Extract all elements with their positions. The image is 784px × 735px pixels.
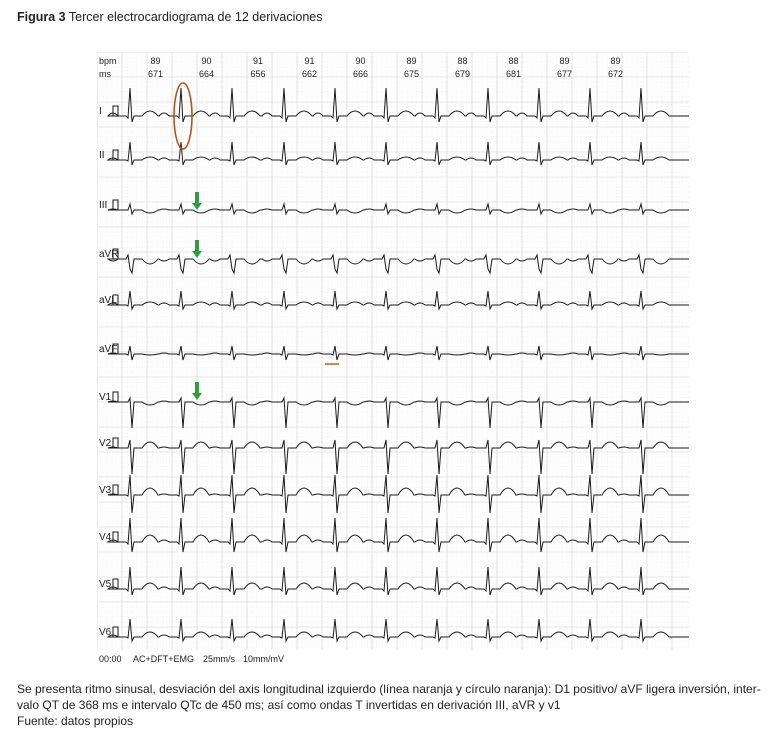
ecg-strip: bpm ms 89 671 90 664 91 656 91 662 90 666 89 675 88 6… bbox=[97, 52, 689, 664]
lead-label-avr: aVR bbox=[99, 249, 118, 260]
figure-label: Figura 3 bbox=[17, 10, 66, 24]
ecg-trace-i bbox=[106, 87, 689, 123]
annotations bbox=[173, 82, 339, 400]
ecg-trace-iii bbox=[107, 202, 689, 216]
ecg-trace-v6 bbox=[106, 618, 689, 643]
lead-label-v5: V5 bbox=[99, 579, 112, 590]
beat-bpm-value: 88 bbox=[457, 56, 467, 66]
lead-label-v3: V3 bbox=[99, 485, 112, 496]
beat-bpm-value: 89 bbox=[559, 56, 569, 66]
ecg-trace-v5 bbox=[106, 566, 689, 596]
calibration-pulse bbox=[111, 248, 121, 260]
ecg-svg: bpm ms 89 671 90 664 91 656 91 662 90 666 89 675 88 6… bbox=[97, 52, 689, 664]
caption-source: Fuente: datos propios bbox=[17, 714, 134, 728]
lead-label-v6: V6 bbox=[99, 627, 112, 638]
calibration-pulse bbox=[111, 343, 121, 355]
ecg-trace-v1 bbox=[107, 396, 689, 429]
lead-label-iii: III bbox=[99, 200, 107, 211]
ecg-header: bpm ms 89 671 90 664 91 656 91 662 90 666 89 675 88 6… bbox=[99, 56, 623, 79]
figure-title: Figura 3 Tercer electrocardiograma de 12… bbox=[17, 10, 322, 24]
green-arrow-icon bbox=[192, 382, 202, 400]
beat-bpm-value: 90 bbox=[355, 56, 365, 66]
lead-label-ii: II bbox=[99, 150, 105, 161]
beat-bpm-value: 91 bbox=[253, 56, 263, 66]
calibration-pulse bbox=[111, 626, 121, 638]
lead-label-v4: V4 bbox=[99, 532, 112, 543]
ecg-grid bbox=[97, 52, 689, 650]
beat-ms-value: 671 bbox=[148, 69, 163, 79]
beat-ms-value: 662 bbox=[302, 69, 317, 79]
beat-ms-value: 677 bbox=[557, 69, 572, 79]
beat-ms-value: 672 bbox=[608, 69, 623, 79]
beat-bpm-value: 90 bbox=[201, 56, 211, 66]
lead-label-i: I bbox=[99, 106, 102, 117]
caption-line-2: valo QT de 368 ms e intervalo QTc de 450… bbox=[17, 698, 561, 712]
calibration-pulse bbox=[111, 484, 121, 496]
beat-values: 89 671 90 664 91 656 91 662 90 666 89 675 88 679 88 681… bbox=[148, 56, 623, 79]
beat-ms-value: 664 bbox=[199, 69, 214, 79]
beat-bpm-value: 89 bbox=[406, 56, 416, 66]
footer-time: 00:00 bbox=[99, 654, 122, 664]
ms-label: ms bbox=[99, 69, 111, 79]
beat-ms-value: 656 bbox=[250, 69, 265, 79]
lead-label-v1: V1 bbox=[99, 392, 112, 403]
green-arrow-icon bbox=[192, 240, 202, 258]
ecg-trace-avr bbox=[106, 253, 689, 275]
green-arrow-icon bbox=[192, 192, 202, 210]
ecg-footer: 00:00 AC+DFT+EMG 25mm/s 10mm/mV bbox=[99, 654, 284, 664]
figure-caption: Se presenta ritmo sinusal, desviación de… bbox=[17, 681, 773, 729]
beat-ms-value: 675 bbox=[404, 69, 419, 79]
caption-line-1: Se presenta ritmo sinusal, desviación de… bbox=[17, 682, 761, 696]
orange-circle-annotation bbox=[173, 82, 193, 150]
beat-ms-value: 679 bbox=[455, 69, 470, 79]
ecg-trace-ii bbox=[106, 141, 689, 166]
bpm-label: bpm bbox=[99, 56, 117, 66]
calibration-pulse bbox=[111, 437, 121, 449]
calibration-pulse bbox=[111, 391, 121, 403]
footer-speed: 25mm/s bbox=[203, 654, 236, 664]
lead-label-avl: aVL bbox=[99, 295, 117, 306]
beat-ms-value: 666 bbox=[353, 69, 368, 79]
beat-bpm-value: 91 bbox=[304, 56, 314, 66]
lead-label-v2: V2 bbox=[99, 438, 112, 449]
beat-bpm-value: 89 bbox=[150, 56, 160, 66]
ecg-trace-v3 bbox=[107, 474, 689, 514]
calibration-pulse bbox=[111, 149, 121, 161]
calibration-pulse bbox=[111, 294, 121, 306]
beat-bpm-value: 88 bbox=[508, 56, 518, 66]
ecg-trace-v2 bbox=[107, 439, 689, 475]
calibration-pulse bbox=[111, 199, 121, 211]
calibration-pulse bbox=[111, 531, 121, 543]
lead-label-avf: aVF bbox=[99, 344, 117, 355]
ecg-trace-avl bbox=[106, 290, 689, 311]
beat-bpm-value: 89 bbox=[610, 56, 620, 66]
figure-title-text: Tercer electrocardiograma de 12 derivaci… bbox=[68, 10, 323, 24]
ecg-traces bbox=[106, 87, 689, 643]
footer-filters: AC+DFT+EMG bbox=[133, 654, 194, 664]
calibration-pulse bbox=[111, 105, 121, 117]
ecg-trace-avf bbox=[107, 345, 689, 361]
beat-ms-value: 681 bbox=[506, 69, 521, 79]
ecg-trace-v4 bbox=[106, 517, 689, 553]
calibration-pulse bbox=[111, 578, 121, 590]
footer-gain: 10mm/mV bbox=[243, 654, 284, 664]
